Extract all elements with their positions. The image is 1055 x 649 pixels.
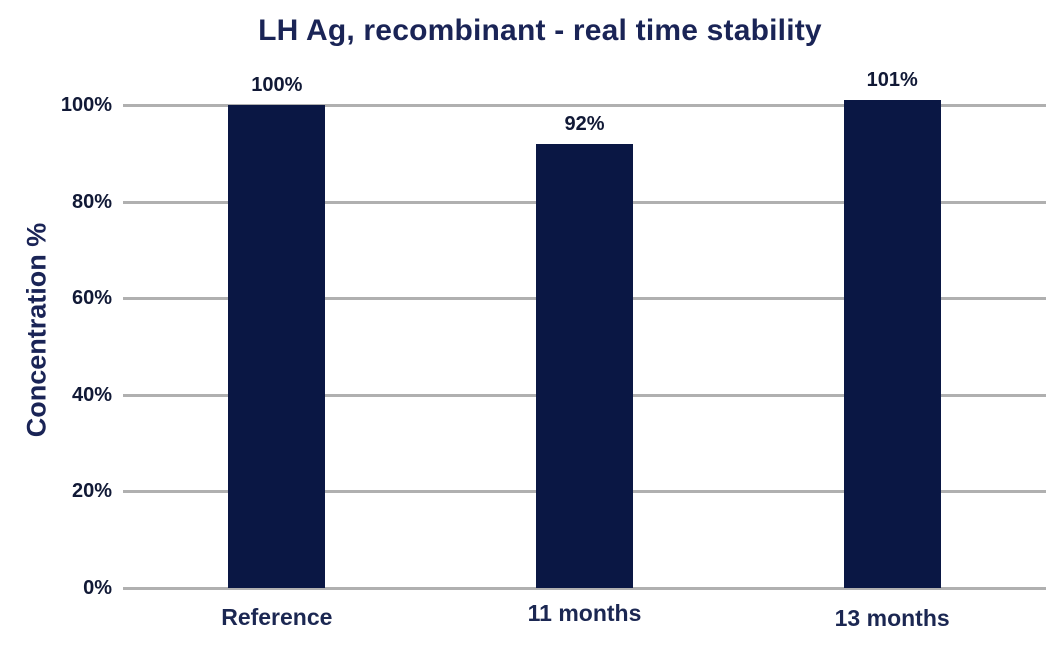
y-tick-label-40%: 40% <box>71 383 112 406</box>
x-category-label-13-months: 13 months <box>834 605 950 631</box>
gridline-0% <box>123 587 1046 590</box>
gridline-100% <box>123 104 1046 107</box>
bar-value-label-13-months: 101% <box>866 69 918 92</box>
y-tick-label-0%: 0% <box>83 577 112 599</box>
y-tick-label-100%: 100% <box>60 94 112 116</box>
y-tick-label-20%: 20% <box>71 480 112 503</box>
x-category-label-reference: Reference <box>221 604 333 630</box>
bar-11-months <box>536 143 633 588</box>
y-tick-label-60%: 60% <box>71 287 112 310</box>
y-tick-label-80%: 80% <box>71 190 112 213</box>
bar-reference <box>228 105 326 588</box>
bar-value-label-11-months: 92% <box>564 112 605 135</box>
bar-13-months <box>843 100 941 588</box>
bar-value-label-reference: 100% <box>251 74 303 96</box>
x-category-label-11-months: 11 months <box>527 600 642 626</box>
chart-title: LH Ag, recombinant - real time stability <box>258 14 822 47</box>
